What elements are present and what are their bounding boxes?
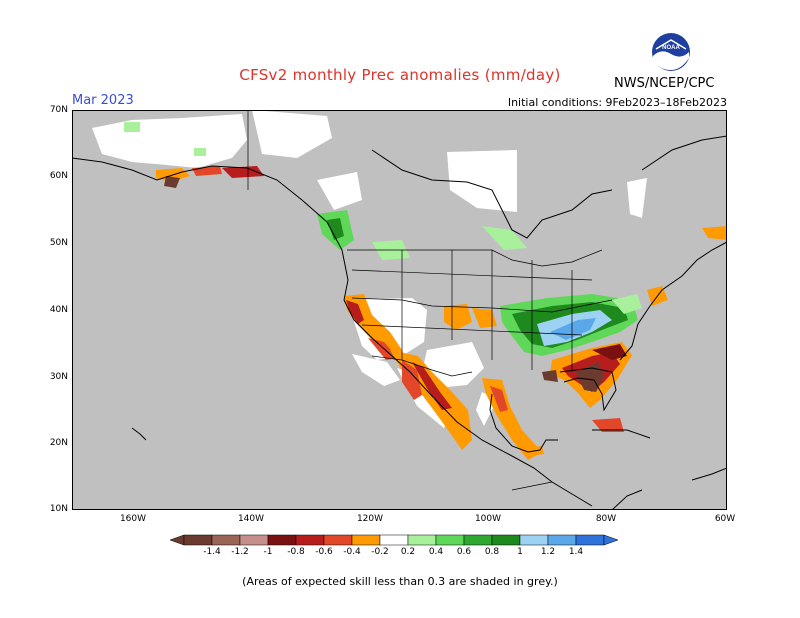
colorbar-segment	[239, 534, 269, 546]
colorbar-label: -1.2	[231, 547, 249, 557]
svg-text:NOAA: NOAA	[662, 45, 680, 51]
colorbar-segment	[519, 534, 549, 546]
lat-label: 30N	[49, 372, 68, 382]
colorbar-segment	[463, 534, 493, 546]
colorbar-segment	[267, 534, 297, 546]
colorbar-label: -0.6	[315, 547, 333, 557]
colorbar-segment	[211, 534, 241, 546]
political-borders	[247, 110, 613, 491]
map-frame	[72, 110, 727, 510]
colorbar-segment	[435, 534, 465, 546]
colorbar-segment	[547, 534, 577, 546]
lat-label: 40N	[49, 305, 68, 315]
lon-label: 80W	[595, 514, 617, 524]
colorbar-arrow-low	[170, 534, 185, 546]
colorbar-label: 1	[517, 547, 523, 557]
dry-anomaly-southeast	[527, 226, 727, 456]
colorbar	[170, 534, 619, 546]
initial-conditions: Initial conditions: 9Feb2023–18Feb2023	[507, 96, 727, 109]
colorbar-label: 0.4	[428, 547, 444, 557]
lon-label: 160W	[119, 514, 147, 524]
colorbar-label: -0.2	[371, 547, 389, 557]
dry-anomaly-west	[156, 166, 542, 460]
colorbar-segment	[379, 534, 409, 546]
colorbar-segment	[183, 534, 213, 546]
noaa-logo-icon: NOAA	[652, 33, 690, 71]
colorbar-label: 0.6	[456, 547, 472, 557]
skill-footnote: (Areas of expected skill less than 0.3 a…	[242, 575, 558, 588]
colorbar-label: -0.4	[343, 547, 361, 557]
colorbar-label: -0.8	[287, 547, 305, 557]
precip-anomaly-map	[72, 110, 727, 510]
map-title: CFSv2 monthly Prec anomalies (mm/day)	[239, 66, 561, 84]
lat-label: 50N	[49, 238, 68, 248]
colorbar-segment	[295, 534, 325, 546]
colorbar-segment	[491, 534, 521, 546]
lon-label: 120W	[356, 514, 384, 524]
lon-label: 60W	[714, 514, 736, 524]
colorbar-label: 1.4	[568, 547, 584, 557]
lat-label: 20N	[49, 438, 68, 448]
colorbar-segment	[323, 534, 353, 546]
wet-anomaly-ohio-valley	[124, 122, 642, 356]
lat-label: 60N	[49, 171, 68, 181]
coastlines	[72, 135, 727, 510]
colorbar-segment	[407, 534, 437, 546]
colorbar-label: -1	[263, 547, 273, 557]
lon-label: 100W	[474, 514, 502, 524]
colorbar-segment	[575, 534, 605, 546]
colorbar-label: 1.2	[540, 547, 556, 557]
colorbar-label: -1.4	[203, 547, 221, 557]
lat-label: 70N	[49, 105, 68, 115]
lat-label: 10N	[49, 504, 68, 514]
colorbar-segment	[351, 534, 381, 546]
forecast-month: Mar 2023	[72, 93, 134, 108]
colorbar-arrow-high	[603, 534, 619, 546]
lon-label: 140W	[237, 514, 265, 524]
agency-label: NWS/NCEP/CPC	[614, 76, 715, 91]
colorbar-label: 0.8	[484, 547, 500, 557]
colorbar-label: 0.2	[400, 547, 416, 557]
